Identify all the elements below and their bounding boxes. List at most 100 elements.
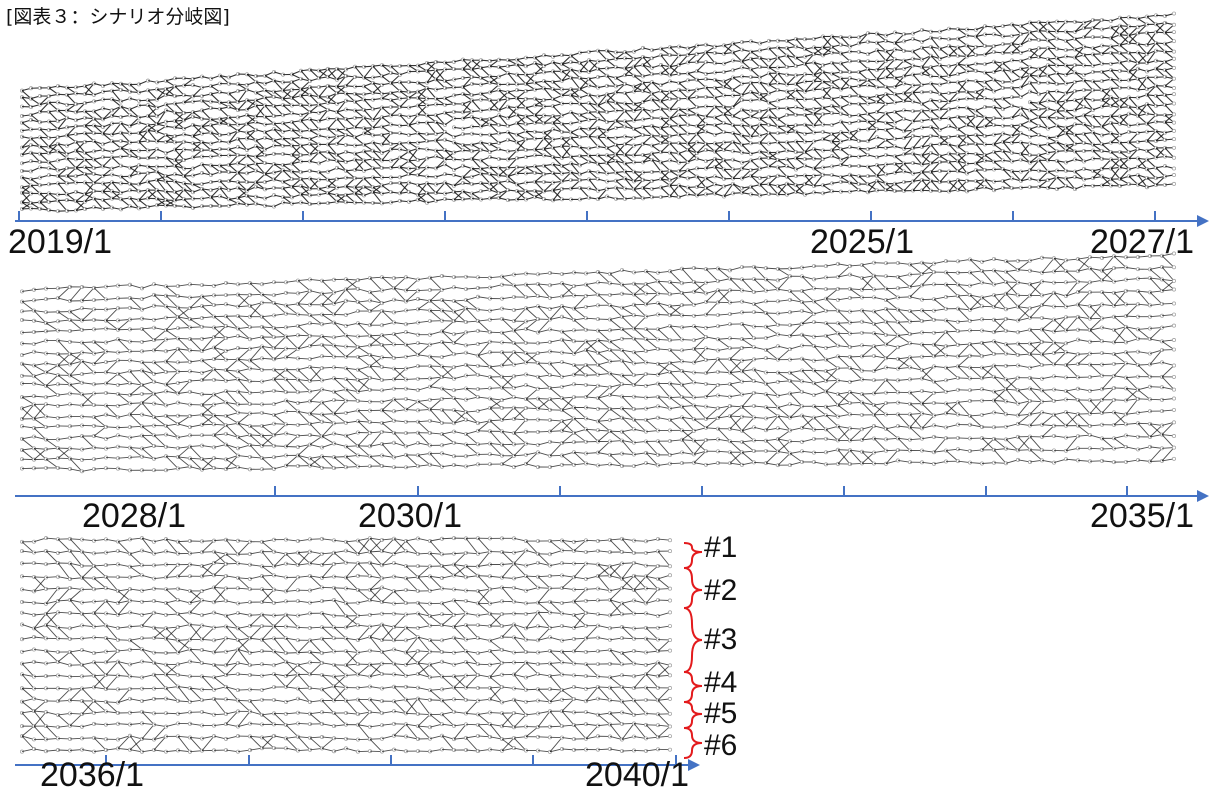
branch-edge — [48, 136, 59, 148]
branch-edge — [174, 120, 185, 130]
branch-edge — [39, 201, 50, 211]
branch-edge — [147, 89, 158, 101]
branch-edge — [75, 200, 86, 210]
branch-edge — [48, 120, 59, 130]
branch-edge — [255, 81, 266, 91]
branch-edge — [237, 155, 248, 164]
branch-edge — [228, 101, 239, 111]
branch-edge — [111, 181, 122, 194]
branch-edge — [210, 93, 221, 103]
branch-edge — [39, 128, 50, 139]
branch-edge — [93, 118, 104, 128]
branch-edge — [30, 138, 41, 147]
branch-edge — [120, 122, 131, 134]
branch-edge — [129, 197, 140, 209]
branch-edge — [75, 201, 86, 211]
branch-edge — [66, 125, 77, 136]
branch-edge — [174, 165, 185, 177]
branch-edge — [39, 153, 50, 163]
branch-edge — [327, 118, 338, 130]
branch-edge — [147, 148, 158, 159]
branch-edge — [66, 157, 77, 169]
branch-edge — [624, 110, 635, 121]
branch-edge — [84, 173, 95, 184]
branch-edge — [48, 161, 59, 171]
branch-edge — [201, 109, 212, 120]
branch-edge — [237, 172, 248, 183]
branch-edge — [282, 169, 293, 180]
branch-edge — [39, 192, 50, 203]
branch-edge — [48, 111, 59, 122]
branch-edge — [201, 163, 212, 176]
branch-edge — [219, 108, 230, 118]
branch-edge — [84, 132, 95, 142]
branch-edge — [57, 167, 68, 177]
branch-edge — [84, 159, 95, 169]
branch-edge — [228, 172, 239, 182]
branch-edge — [156, 88, 167, 100]
branch-edge — [174, 103, 185, 114]
branch-edge — [219, 187, 230, 200]
branch-edge — [426, 122, 437, 135]
branch-edge — [183, 182, 194, 193]
scenario-network-2019-2027 — [20, 11, 1176, 214]
branch-edge — [111, 122, 122, 136]
branch-edge — [255, 145, 266, 156]
branch-edge — [552, 105, 563, 116]
branch-edge — [48, 143, 59, 154]
branch-edge — [174, 189, 185, 201]
branch-edge — [219, 75, 230, 85]
branch-edge — [264, 163, 275, 175]
branch-edge — [75, 159, 86, 169]
branch-edge — [93, 124, 104, 134]
branch-edge — [84, 85, 95, 96]
branch-edge — [147, 181, 158, 191]
branch-edge — [165, 191, 176, 201]
branch-edge — [21, 138, 32, 148]
branch-edge — [30, 184, 41, 194]
branch-edge — [93, 110, 104, 120]
branch-edge — [102, 156, 113, 167]
branch-edge — [120, 83, 131, 93]
branch-edge — [777, 57, 788, 68]
branch-edge — [228, 130, 239, 143]
branch-edge — [21, 193, 32, 203]
branch-edge — [102, 133, 113, 142]
branch-edge — [471, 100, 482, 112]
branch-edge — [183, 168, 194, 177]
branch-edge — [147, 107, 158, 117]
branch-edge — [165, 103, 176, 114]
branch-edge — [129, 117, 140, 127]
branch-edge — [228, 154, 239, 166]
branch-edge — [246, 155, 257, 165]
panel-2019-2027: 2019/1 2025/1 2027/1 — [8, 11, 1209, 261]
figure-title: [図表３：シナリオ分岐図] — [6, 6, 230, 28]
branch-edge — [255, 173, 266, 183]
branch-edge — [372, 65, 383, 77]
branch-edge — [75, 150, 86, 160]
branch-edge — [228, 164, 239, 174]
branch-edge — [120, 106, 131, 116]
branch-edge — [246, 132, 257, 141]
branch-edge — [192, 124, 203, 135]
branch-edge — [219, 180, 230, 191]
branch-edge — [975, 36, 986, 47]
branch-edge — [606, 162, 617, 173]
branch-edge — [192, 87, 203, 97]
branch-edge — [237, 138, 248, 151]
branch-edge — [120, 132, 131, 143]
branch-edge — [237, 187, 248, 197]
branch-edge — [39, 136, 50, 148]
branch-edge — [174, 112, 185, 122]
branch-edge — [138, 141, 149, 151]
branch-edge — [147, 99, 158, 109]
branch-edge — [183, 111, 194, 121]
branch-edge — [210, 132, 221, 142]
branch-edge — [21, 176, 32, 186]
branch-edge — [174, 141, 185, 150]
branch-edge — [174, 180, 185, 190]
branch-edge — [66, 94, 77, 105]
branch-edge — [93, 140, 104, 151]
branch-edge — [57, 143, 68, 155]
